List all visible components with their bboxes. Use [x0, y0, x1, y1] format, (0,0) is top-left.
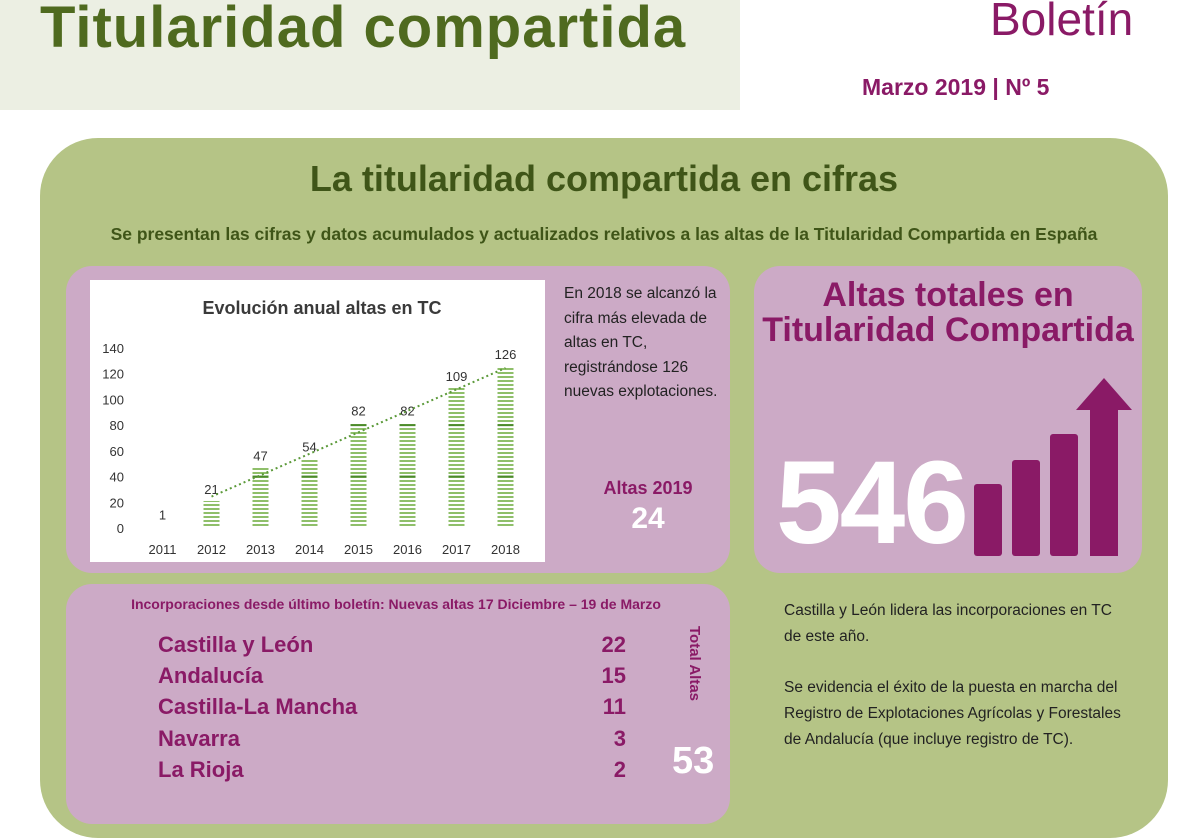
- y-tick-label: 100: [102, 392, 124, 407]
- bar-2013: [252, 467, 269, 528]
- total-altas-value: 53: [672, 740, 715, 782]
- x-tick-label: 2017: [442, 542, 471, 557]
- total-value: 546: [776, 437, 969, 569]
- region-row-1: Castilla y León: [158, 632, 314, 657]
- count-row-5: 2: [613, 757, 626, 782]
- note-registry: Se evidencia el éxito de la puesta en ma…: [784, 679, 1121, 748]
- bar-2011: [154, 526, 171, 528]
- section-subtitle: Se presentan las cifras y datos acumulad…: [110, 224, 1098, 244]
- header: Titularidad compartida Boletín Marzo 201…: [0, 0, 1200, 110]
- total-title: Altas totales en Titularidad Compartida: [754, 278, 1142, 348]
- count-row-2: 15: [601, 663, 626, 688]
- growth-bars-icon: [974, 378, 1132, 556]
- y-tick-label: 20: [110, 495, 124, 510]
- region-row-3: Castilla-La Mancha: [158, 694, 358, 719]
- growth-bar-2: [1012, 460, 1040, 556]
- growth-bar-3: [1050, 434, 1078, 556]
- data-label-2012: 21: [204, 482, 218, 497]
- x-tick-label: 2012: [197, 542, 226, 557]
- bar-2016: [399, 422, 416, 528]
- chart-card: Evolución anual altas en TC 0 20 40 60 80 100 1…: [90, 280, 545, 562]
- y-tick-label: 80: [110, 418, 124, 433]
- bar-2012: [203, 501, 220, 528]
- y-tick-label: 40: [110, 470, 124, 485]
- total-title-line1: Altas totales en: [822, 276, 1074, 314]
- incorporations-header: Incorporaciones desde último boletín: Nu…: [131, 596, 661, 612]
- count-row-4: 3: [613, 726, 626, 751]
- bulletin-title: Titularidad compartida: [40, 0, 687, 60]
- header-band: [0, 0, 740, 110]
- total-title-line2: Titularidad Compartida: [762, 311, 1134, 349]
- x-tick-label: 2014: [295, 542, 324, 557]
- annual-chart-box: Evolución anual altas en TC 0 20 40 60 80 100 1…: [66, 266, 730, 573]
- bar-2018: [497, 366, 514, 528]
- trendline: [211, 367, 506, 498]
- data-label-2014: 54: [302, 440, 316, 455]
- y-tick-label: 120: [102, 367, 124, 382]
- count-row-3: 11: [602, 694, 626, 719]
- altas-2019-label: Altas 2019: [603, 478, 693, 498]
- incorporations-box: Incorporaciones desde último boletín: Nu…: [66, 584, 730, 824]
- total-box: Altas totales en Titularidad Compartida …: [754, 266, 1142, 573]
- issue-date: Marzo 2019 | Nº 5: [862, 74, 1050, 100]
- annual-bar-chart: Evolución anual altas en TC 0 20 40 60 80 100 1…: [102, 298, 520, 557]
- chart-note: En 2018 se alcanzó la cifra más elevada …: [564, 285, 718, 400]
- growth-bar-1: [974, 484, 1002, 556]
- x-tick-label: 2016: [393, 542, 422, 557]
- altas-2019-value: 24: [631, 502, 665, 535]
- y-tick-label: 140: [102, 341, 124, 356]
- bar-2017: [448, 387, 465, 528]
- total-altas-label: Total Altas: [686, 626, 703, 702]
- data-label-2011: 1: [159, 508, 166, 523]
- data-label-2013: 47: [253, 449, 267, 464]
- data-label-2018: 126: [495, 347, 517, 362]
- count-row-1: 22: [601, 632, 626, 657]
- bar-2014: [301, 458, 318, 528]
- data-label-2017: 109: [446, 369, 468, 384]
- region-row-4: Navarra: [158, 726, 240, 751]
- bar-2015: [350, 422, 367, 528]
- section-title: La titularidad compartida en cifras: [309, 158, 899, 199]
- bulletin-label: Boletín: [990, 0, 1134, 45]
- x-tick-label: 2018: [491, 542, 520, 557]
- data-label-2016: 82: [400, 404, 414, 419]
- region-row-5: La Rioja: [158, 757, 244, 782]
- growth-arrow: [1076, 378, 1132, 556]
- x-tick-label: 2015: [344, 542, 373, 557]
- figures-panel: La titularidad compartida en cifras Se p…: [40, 138, 1168, 838]
- note-leader: Castilla y León lidera las incorporacion…: [784, 602, 1112, 645]
- data-label-2015: 82: [351, 404, 365, 419]
- chart-title: Evolución anual altas en TC: [202, 298, 441, 318]
- x-tick-label: 2011: [149, 542, 177, 557]
- y-tick-label: 0: [117, 521, 124, 536]
- x-tick-label: 2013: [246, 542, 275, 557]
- region-row-2: Andalucía: [158, 663, 264, 688]
- y-tick-label: 60: [110, 444, 124, 459]
